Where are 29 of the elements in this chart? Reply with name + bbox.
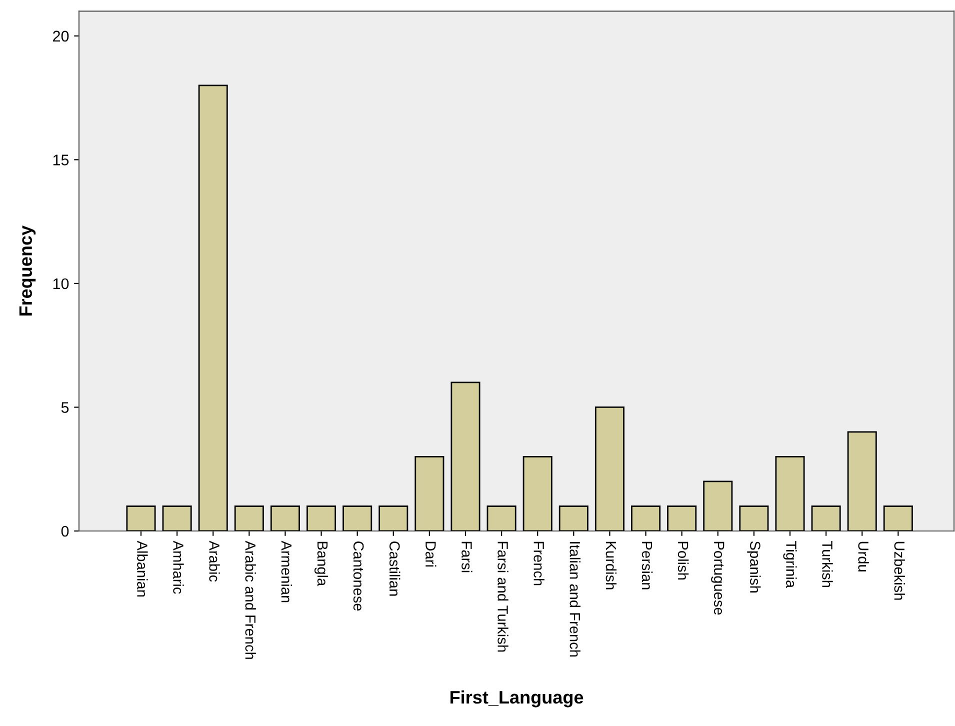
y-tick-label: 15 (53, 154, 69, 166)
x-tick-label: Albanian (137, 540, 148, 597)
y-tick-label: 5 (61, 402, 69, 413)
x-tick-label: Arabic (209, 540, 220, 582)
x-tick-label: Urdu (858, 542, 869, 572)
x-tick-label: Amharic (173, 540, 184, 594)
x-tick-label: Bangla (314, 542, 328, 586)
x-tick-label: Farsi (462, 542, 472, 572)
x-tick-label: Portuguese (711, 542, 724, 615)
y-tick-label: 10 (53, 278, 69, 290)
x-tick-label: Turkish (822, 541, 833, 588)
x-tick-label: Farsi and Turkish (498, 542, 508, 652)
x-tick-label: Cantonese (353, 541, 364, 611)
x-tick-label: Italian and French (570, 542, 580, 657)
x-tick-label: Arabic and French (245, 540, 256, 659)
x-axis-title: First_Language (450, 690, 584, 708)
y-axis-title: Frequency (19, 226, 36, 316)
x-tick-label: Tigrinia (783, 541, 797, 588)
x-tick-label: Uzbekish (894, 542, 905, 600)
x-tick-label: Polish (678, 542, 689, 580)
y-tick-label: 20 (53, 30, 69, 42)
x-tick-label: Kurdish (606, 542, 617, 590)
x-tick-label: Spanish (747, 541, 761, 592)
x-tick-label: Persian (642, 542, 653, 590)
x-tick-label: French (534, 542, 544, 586)
x-tick-label: Armenian (281, 540, 292, 602)
y-tick-label: 0 (61, 526, 69, 537)
x-tick-label: Castilian (389, 541, 400, 596)
x-tick-label: Dari (426, 542, 436, 566)
